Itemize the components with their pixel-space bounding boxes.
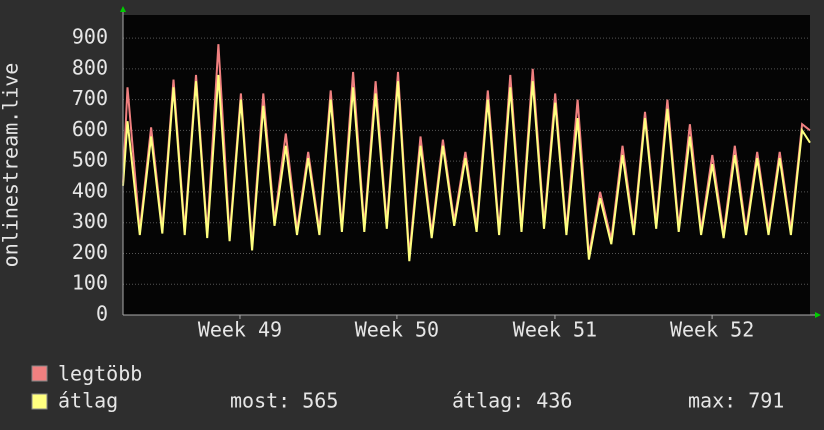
x-tick-label: Week 52 <box>670 318 754 342</box>
stat: max: 791 <box>688 389 784 413</box>
stat: átlag: 436 <box>452 389 572 413</box>
x-tick-label: Week 51 <box>513 318 597 342</box>
x-tick-label: Week 50 <box>355 318 439 342</box>
y-tick-label: 500 <box>72 148 108 172</box>
legend-swatch <box>31 393 48 410</box>
y-tick-label: 0 <box>96 302 108 326</box>
y-tick-label: 200 <box>72 240 108 264</box>
legend-swatch <box>31 365 48 382</box>
y-tick-label: 400 <box>72 178 108 202</box>
axis-arrow <box>120 6 126 12</box>
stat: most: 565 <box>230 389 338 413</box>
y-axis-label: onlinestream.live <box>0 63 23 268</box>
y-tick-label: 700 <box>72 86 108 110</box>
axis-arrow <box>815 312 821 318</box>
x-tick-label: Week 49 <box>198 318 282 342</box>
legend-label: legtöbb <box>58 362 142 386</box>
legend-label: átlag <box>58 389 118 413</box>
y-tick-label: 800 <box>72 55 108 79</box>
y-tick-label: 100 <box>72 271 108 295</box>
y-tick-label: 600 <box>72 117 108 141</box>
y-tick-label: 900 <box>72 25 108 49</box>
series-line <box>122 74 811 262</box>
y-tick-label: 300 <box>72 209 108 233</box>
